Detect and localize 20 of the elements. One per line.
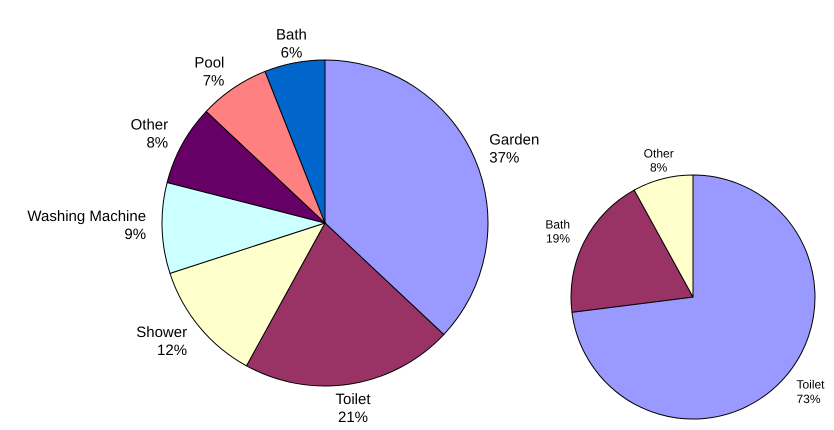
data-label: 6%	[280, 44, 302, 62]
data-label: 9%	[124, 226, 146, 244]
data-label: 19%	[546, 232, 570, 246]
slice-label: Shower	[136, 324, 188, 342]
data-label: 8%	[650, 160, 668, 175]
data-label: 37%	[489, 149, 520, 166]
data-label: 12%	[157, 342, 188, 360]
data-label: 73%	[796, 392, 821, 406]
data-label: 21%	[338, 409, 368, 426]
slice-label: Garden	[489, 131, 540, 148]
slice-label: Bath	[545, 217, 570, 232]
slice-label: Other	[130, 116, 168, 134]
slice-label: Other	[644, 146, 674, 160]
slice-label: Toilet	[796, 378, 826, 392]
data-label: 7%	[202, 72, 224, 90]
slice-label: Toilet	[335, 391, 372, 408]
data-label: 8%	[146, 134, 168, 152]
slice-label: Pool	[194, 54, 224, 72]
slice-label: Washing Machine	[27, 208, 146, 226]
slice-label: Bath	[276, 26, 307, 44]
